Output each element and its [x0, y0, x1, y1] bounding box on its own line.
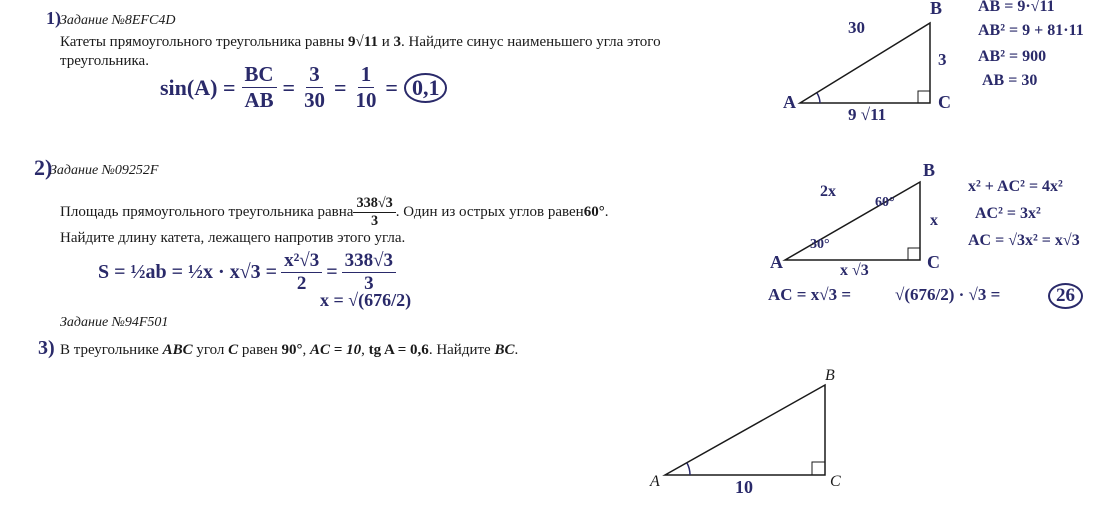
task1-side-l0: AB = 9·√11	[978, 0, 1055, 16]
task3-triangle	[650, 370, 860, 490]
task2-tri-ang30: 30°	[810, 237, 830, 253]
task2-tri-hyp: 2x	[820, 183, 836, 201]
task3-number: 3)	[38, 337, 55, 360]
task1-tri-a: A	[783, 92, 796, 113]
task1-tri-bc: 3	[938, 50, 947, 70]
task1-frac-den3: 10	[353, 88, 380, 113]
task3-bc: BC	[494, 342, 514, 358]
task2-work-frac1: x²√3 2	[281, 250, 322, 295]
task1-tri-ac: 9 √11	[848, 105, 886, 125]
task3-t4: ,	[303, 342, 311, 358]
task1-side-l1: AB² = 9 + 81·11	[978, 22, 1084, 40]
task1-frac-110: 1 10	[353, 62, 380, 113]
task1-tri-hyp: 30	[848, 18, 865, 38]
task1-frac-330: 3 30	[301, 62, 328, 113]
task3-t6: . Найдите	[429, 342, 495, 358]
task2-work-eq: =	[326, 261, 337, 284]
task2-text3: .	[605, 204, 609, 221]
task2-side-l4b: √(676/2) · √3 =	[895, 285, 1000, 305]
task2-tri-ac: x √3	[840, 262, 869, 280]
task3-ac: AC = 10	[310, 342, 361, 358]
task2-angle: 60°	[584, 204, 605, 221]
task1-answer: 0,1	[404, 73, 448, 103]
task2-line2: Найдите длину катета, лежащего напротив …	[60, 230, 405, 247]
task2-text2: . Один из острых углов равен	[396, 204, 584, 221]
task2-work-s: S = ½ab = ½x · x√3 =	[98, 261, 277, 284]
task2-text1: Площадь прямоугольного треугольника равн…	[60, 204, 353, 221]
task2-work-mid-num: x²√3	[281, 250, 322, 273]
task2-side-l4a: AC = x√3 =	[768, 285, 851, 305]
task1-frac-den2: 30	[301, 88, 328, 113]
task2-line1: Площадь прямоугольного треугольника равн…	[60, 195, 608, 230]
task3-tri-c: C	[830, 473, 841, 491]
task2-id: Задание №09252F	[50, 163, 158, 179]
task2-tri-bc: x	[930, 212, 938, 230]
task2-work: S = ½ab = ½x · x√3 = x²√3 2 = 338√3 3	[98, 250, 396, 295]
task1-and: и	[378, 34, 394, 50]
task3-c: C	[228, 342, 238, 358]
task1-number: 1)	[46, 8, 61, 29]
task1-frac-num3: 1	[358, 62, 374, 88]
task1-tri-c: C	[938, 92, 951, 113]
task2-tri-c: C	[927, 252, 940, 273]
task3-abc: ABC	[163, 342, 193, 358]
task2-side-l3: AC = √3x² = x√3	[968, 232, 1080, 250]
task3-tg: tg A = 0,6	[369, 342, 429, 358]
task2-side-l2: AC² = 3x²	[975, 205, 1041, 223]
task2-triangle	[775, 170, 950, 275]
task3-tri-ac: 10	[735, 477, 753, 498]
task3-tri-a: A	[650, 473, 660, 491]
task3-id: Задание №94F501	[60, 315, 168, 331]
task2-area-frac: 338√3 3	[353, 195, 395, 230]
task1-frac-num2: 3	[306, 62, 322, 88]
task2-area-den: 3	[368, 213, 381, 230]
task2-tri-ang60: 60°	[875, 195, 895, 211]
task1-triangle	[790, 8, 960, 118]
task2-work-frac2: 338√3 3	[342, 250, 396, 295]
task3-t3: равен	[238, 342, 281, 358]
task1-side-l3: AB = 30	[982, 72, 1037, 90]
task2-work-mid-den: 2	[294, 273, 310, 295]
task1-id: Задание №8EFC4D	[60, 13, 175, 29]
task1-side-l2: AB² = 900	[978, 48, 1046, 66]
task1-eq3: =	[385, 75, 398, 101]
task2-answer: 26	[1048, 283, 1083, 309]
task3-t1: В треугольнике	[60, 342, 163, 358]
task1-sin: sin(A) =	[160, 75, 236, 101]
task1-frac-den1: AB	[242, 88, 277, 113]
task1-eq2: =	[334, 75, 347, 101]
task2-area-num: 338√3	[353, 195, 395, 213]
task2-work-rhs-num: 338√3	[342, 250, 396, 273]
task3-t2: угол	[193, 342, 229, 358]
task1-tri-b: B	[930, 0, 942, 19]
task1-line2: треугольника.	[60, 53, 149, 70]
task1-frac-num1: BC	[242, 62, 277, 88]
task1-val-a: 9√11	[348, 34, 378, 50]
task3-t5: ,	[361, 342, 369, 358]
task1-work: sin(A) = BC AB = 3 30 = 1 10 = 0,1	[160, 62, 447, 113]
task2-tri-a: A	[770, 252, 783, 273]
task1-eq1: =	[283, 75, 296, 101]
task2-tri-b: B	[923, 160, 935, 181]
task3-ang: 90°	[282, 342, 303, 358]
task2-work-x: x = √(676/2)	[320, 290, 411, 311]
task1-line1: Катеты прямоугольного треугольника равны…	[60, 34, 661, 51]
task1-frac-bcab: BC AB	[242, 62, 277, 113]
task3-line1: В треугольнике ABC угол C равен 90°, AC …	[60, 342, 518, 359]
task3-t7: .	[514, 342, 518, 358]
task2-side-l1: x² + AC² = 4x²	[968, 178, 1063, 196]
task1-text1end: . Найдите синус наименьшего угла этого	[401, 34, 661, 50]
task1-val-b: 3	[393, 34, 401, 50]
task1-text1: Катеты прямоугольного треугольника равны	[60, 34, 348, 50]
task3-tri-b: B	[825, 367, 835, 385]
